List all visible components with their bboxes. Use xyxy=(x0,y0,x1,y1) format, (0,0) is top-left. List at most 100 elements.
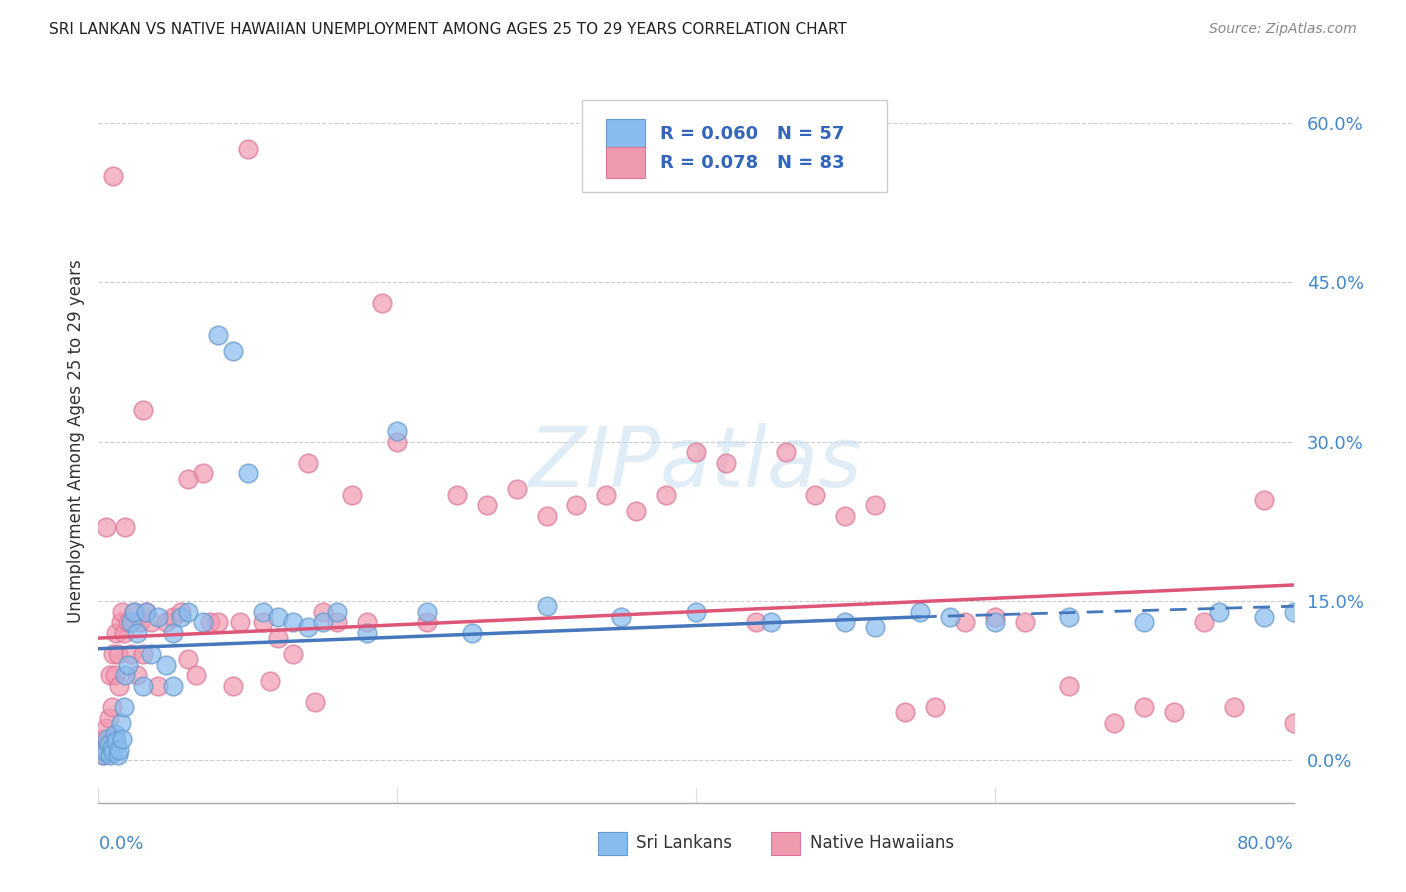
Point xyxy=(385,434,409,449)
Point xyxy=(107,647,129,661)
Point xyxy=(110,615,132,630)
Point xyxy=(908,605,931,619)
Point xyxy=(1253,493,1275,508)
Point xyxy=(297,456,319,470)
Point xyxy=(894,706,917,720)
FancyBboxPatch shape xyxy=(606,147,644,178)
Point xyxy=(281,647,304,661)
FancyBboxPatch shape xyxy=(598,831,627,855)
Point xyxy=(252,615,274,630)
Point xyxy=(90,742,112,756)
Point xyxy=(655,488,678,502)
Point xyxy=(326,605,349,619)
Point xyxy=(371,296,394,310)
Text: Source: ZipAtlas.com: Source: ZipAtlas.com xyxy=(1209,22,1357,37)
Point xyxy=(120,647,142,661)
Point xyxy=(506,483,529,497)
Point xyxy=(804,488,827,502)
Point xyxy=(127,668,149,682)
Point xyxy=(461,625,484,640)
Point xyxy=(104,668,127,682)
Point xyxy=(222,344,245,359)
Point xyxy=(94,519,117,533)
Point xyxy=(105,625,128,640)
Point xyxy=(924,700,946,714)
Point xyxy=(132,647,155,661)
Point xyxy=(1192,615,1215,630)
Point xyxy=(385,424,409,438)
Point xyxy=(745,615,768,630)
Point xyxy=(162,625,184,640)
FancyBboxPatch shape xyxy=(582,100,887,193)
Point xyxy=(191,467,214,481)
Point xyxy=(222,679,245,693)
Point xyxy=(759,615,782,630)
Point xyxy=(281,615,304,630)
Point xyxy=(139,615,162,630)
Point xyxy=(177,652,200,666)
Point xyxy=(252,605,274,619)
Point xyxy=(148,679,170,693)
Point xyxy=(565,498,588,512)
Point xyxy=(148,610,170,624)
Point xyxy=(117,657,139,672)
Point xyxy=(91,747,114,762)
Point xyxy=(103,647,125,661)
Point xyxy=(94,722,117,736)
Point xyxy=(169,605,191,619)
Point xyxy=(326,615,349,630)
Point xyxy=(93,742,115,756)
Point xyxy=(96,737,118,751)
Point xyxy=(342,488,364,502)
Point xyxy=(207,615,229,630)
Point xyxy=(229,615,252,630)
Point xyxy=(101,740,124,755)
Point xyxy=(297,620,319,634)
Point xyxy=(135,605,157,619)
Point xyxy=(1104,716,1126,731)
FancyBboxPatch shape xyxy=(772,831,800,855)
Point xyxy=(101,700,124,714)
Point xyxy=(1163,706,1185,720)
Point xyxy=(104,727,127,741)
Point xyxy=(132,402,155,417)
Point xyxy=(114,668,136,682)
Text: Native Hawaiians: Native Hawaiians xyxy=(810,834,953,852)
Point xyxy=(155,615,177,630)
Point xyxy=(610,610,633,624)
Point xyxy=(98,747,122,762)
Point xyxy=(103,169,125,183)
Point xyxy=(129,615,152,630)
Point xyxy=(162,610,184,624)
Point xyxy=(1014,615,1036,630)
Point xyxy=(416,605,439,619)
Point xyxy=(169,610,191,624)
Text: ZIPatlas: ZIPatlas xyxy=(529,423,863,504)
Text: 80.0%: 80.0% xyxy=(1237,835,1294,854)
Point xyxy=(107,747,129,762)
Point xyxy=(1282,716,1305,731)
Point xyxy=(1282,605,1305,619)
Point xyxy=(111,605,134,619)
Point xyxy=(112,700,135,714)
Point xyxy=(1059,679,1081,693)
Text: Sri Lankans: Sri Lankans xyxy=(637,834,733,852)
Point xyxy=(536,599,558,614)
Point xyxy=(135,605,157,619)
Text: R = 0.060   N = 57: R = 0.060 N = 57 xyxy=(661,125,845,143)
FancyBboxPatch shape xyxy=(606,119,644,149)
Point xyxy=(111,732,134,747)
Point xyxy=(97,711,120,725)
Point xyxy=(259,673,281,688)
Text: SRI LANKAN VS NATIVE HAWAIIAN UNEMPLOYMENT AMONG AGES 25 TO 29 YEARS CORRELATION: SRI LANKAN VS NATIVE HAWAIIAN UNEMPLOYME… xyxy=(49,22,846,37)
Point xyxy=(1133,615,1156,630)
Point xyxy=(1059,610,1081,624)
Point xyxy=(127,625,149,640)
Point xyxy=(124,605,146,619)
Point xyxy=(94,745,117,759)
Point xyxy=(91,732,114,747)
Point xyxy=(184,668,207,682)
Point xyxy=(834,508,856,523)
Point xyxy=(626,503,648,517)
Point xyxy=(132,679,155,693)
